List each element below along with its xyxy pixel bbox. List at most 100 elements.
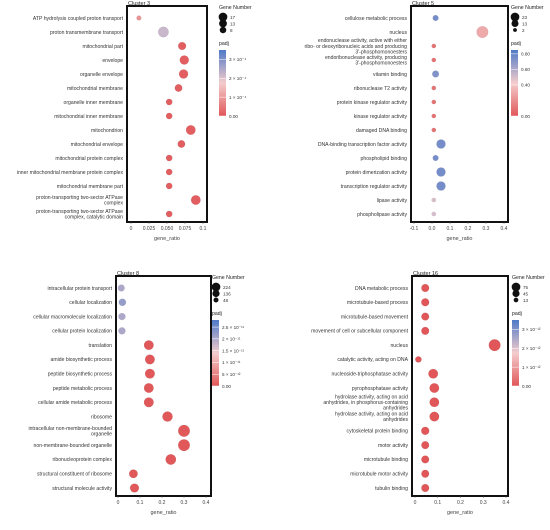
data-point — [144, 354, 155, 365]
category-label: microtubule binding — [364, 457, 408, 463]
category-label: mitochondrial membrane — [67, 86, 123, 92]
colorbar-label: 2 × 10⁻¹¹ — [222, 337, 241, 342]
size-legend-title: Gene Number — [511, 5, 544, 11]
colorbar — [511, 50, 518, 116]
data-point — [431, 197, 437, 203]
size-legend-dot — [511, 282, 521, 292]
colorbar-label: 0.00 — [229, 114, 238, 119]
category-label: structural constituent of ribosome — [37, 472, 112, 478]
data-point — [421, 312, 430, 321]
x-tick-label: -0.1 — [410, 226, 419, 232]
x-tick-label: 0.025 — [143, 226, 156, 232]
data-point — [421, 455, 430, 464]
data-point — [118, 298, 127, 307]
category-label: cellulose metabolic process — [345, 16, 408, 22]
size-legend-dot — [513, 297, 519, 303]
chart-title: Cluster 16 — [413, 271, 438, 277]
data-point — [165, 168, 173, 176]
category-label: DNA-binding transcription factor activit… — [318, 142, 408, 148]
category-label: motor activity — [378, 443, 408, 449]
data-point — [421, 298, 430, 307]
data-point — [421, 326, 430, 335]
category-label: pyrophosphatase activity — [352, 386, 409, 392]
plot-frame — [115, 275, 212, 497]
category-label: organelle inner membrane — [64, 100, 124, 106]
x-tick-label: 0 — [414, 500, 417, 506]
color-legend-title: padj — [512, 311, 522, 317]
data-point — [432, 14, 439, 22]
data-point — [165, 454, 177, 465]
category-label: catalytic activity, acting on DNA — [337, 357, 408, 363]
category-label: tubulin binding — [375, 486, 408, 492]
data-point — [431, 57, 437, 63]
size-legend-dot — [212, 289, 220, 298]
category-label: intracellular protein transport — [47, 286, 112, 292]
data-point — [421, 426, 430, 436]
chart-title: Cluster 5 — [412, 1, 434, 7]
data-point — [185, 125, 196, 135]
plot-frame — [410, 5, 509, 223]
size-legend-label: 136 — [223, 291, 231, 296]
cluster-16-chart: Cluster 16 DNA metabolic process microtubu… — [311, 271, 545, 516]
data-point — [429, 383, 440, 393]
size-legend-dot — [219, 19, 227, 28]
x-tick-label: 0.0 — [429, 226, 436, 232]
x-tick-label: 0 — [130, 226, 133, 232]
data-point — [428, 368, 439, 379]
category-label: proton-transporting two-sector ATPase com… — [36, 209, 123, 221]
cluster-8-chart: Cluster 8 intracellular protein transport… — [28, 271, 244, 516]
category-label: mitochondrion — [91, 128, 123, 134]
size-legend-dot — [510, 12, 520, 22]
x-axis-label: gene_ratio — [447, 510, 473, 516]
category-label: organelle envelope — [80, 72, 123, 78]
size-legend-dot — [512, 289, 520, 298]
colorbar-label: 0.00 — [521, 114, 530, 119]
size-legend-dot — [219, 26, 227, 34]
category-label: hydrolase activity, acting on acid anhydr… — [323, 394, 408, 411]
x-tick-label: 0.4 — [203, 500, 210, 506]
x-tick-label: 0.4 — [503, 500, 510, 506]
category-label: structural molecule activity — [52, 486, 112, 492]
colorbar-label: 3 × 10⁻⁴ — [229, 57, 246, 62]
data-point — [174, 84, 183, 92]
data-point — [143, 340, 154, 351]
category-label: endonuclease activity, active with eithe… — [305, 38, 408, 55]
category-label: mitochondrial membrane part — [57, 184, 124, 190]
data-point — [431, 127, 437, 133]
data-point — [178, 69, 189, 79]
data-point — [118, 312, 126, 321]
cluster-3-chart: Cluster 3 ATP hydrolysis coupled proton t… — [17, 1, 252, 242]
colorbar-label: 0.60 — [521, 67, 530, 72]
data-point — [421, 469, 430, 478]
data-point — [431, 85, 437, 91]
size-legend-label: 17 — [230, 15, 236, 20]
data-point — [421, 283, 430, 293]
category-label: microtubule-based movement — [341, 314, 409, 320]
data-point — [177, 439, 190, 452]
category-label: cellular amide metabolic process — [38, 400, 112, 406]
size-legend-title: Gene Number — [512, 275, 545, 281]
data-point — [177, 424, 190, 437]
colorbar-label: 3 × 10⁻¹² — [522, 327, 541, 332]
category-label: movement of cell or subcellular componen… — [311, 329, 408, 335]
category-label: nucleus — [390, 343, 408, 349]
category-label: phospholipase activity — [357, 212, 407, 218]
x-tick-label: 0.2 — [465, 226, 472, 232]
category-label: mitochondrial part — [83, 44, 124, 50]
category-label: cellular protein localization — [52, 329, 112, 335]
data-point — [436, 167, 446, 177]
x-tick-label: 0.1 — [200, 226, 207, 232]
data-point — [429, 411, 440, 422]
colorbar-label: 0.00 — [222, 384, 231, 389]
x-tick-label: 0.2 — [457, 500, 464, 506]
data-point — [177, 140, 186, 148]
data-point — [165, 98, 173, 106]
category-label: translation — [88, 343, 112, 349]
data-point — [432, 154, 439, 162]
category-label: transcription regulator activity — [341, 184, 408, 190]
data-point — [177, 41, 187, 51]
data-point — [144, 368, 155, 379]
category-label: ribosome — [91, 414, 112, 420]
category-label: microtubule-based process — [347, 300, 409, 306]
